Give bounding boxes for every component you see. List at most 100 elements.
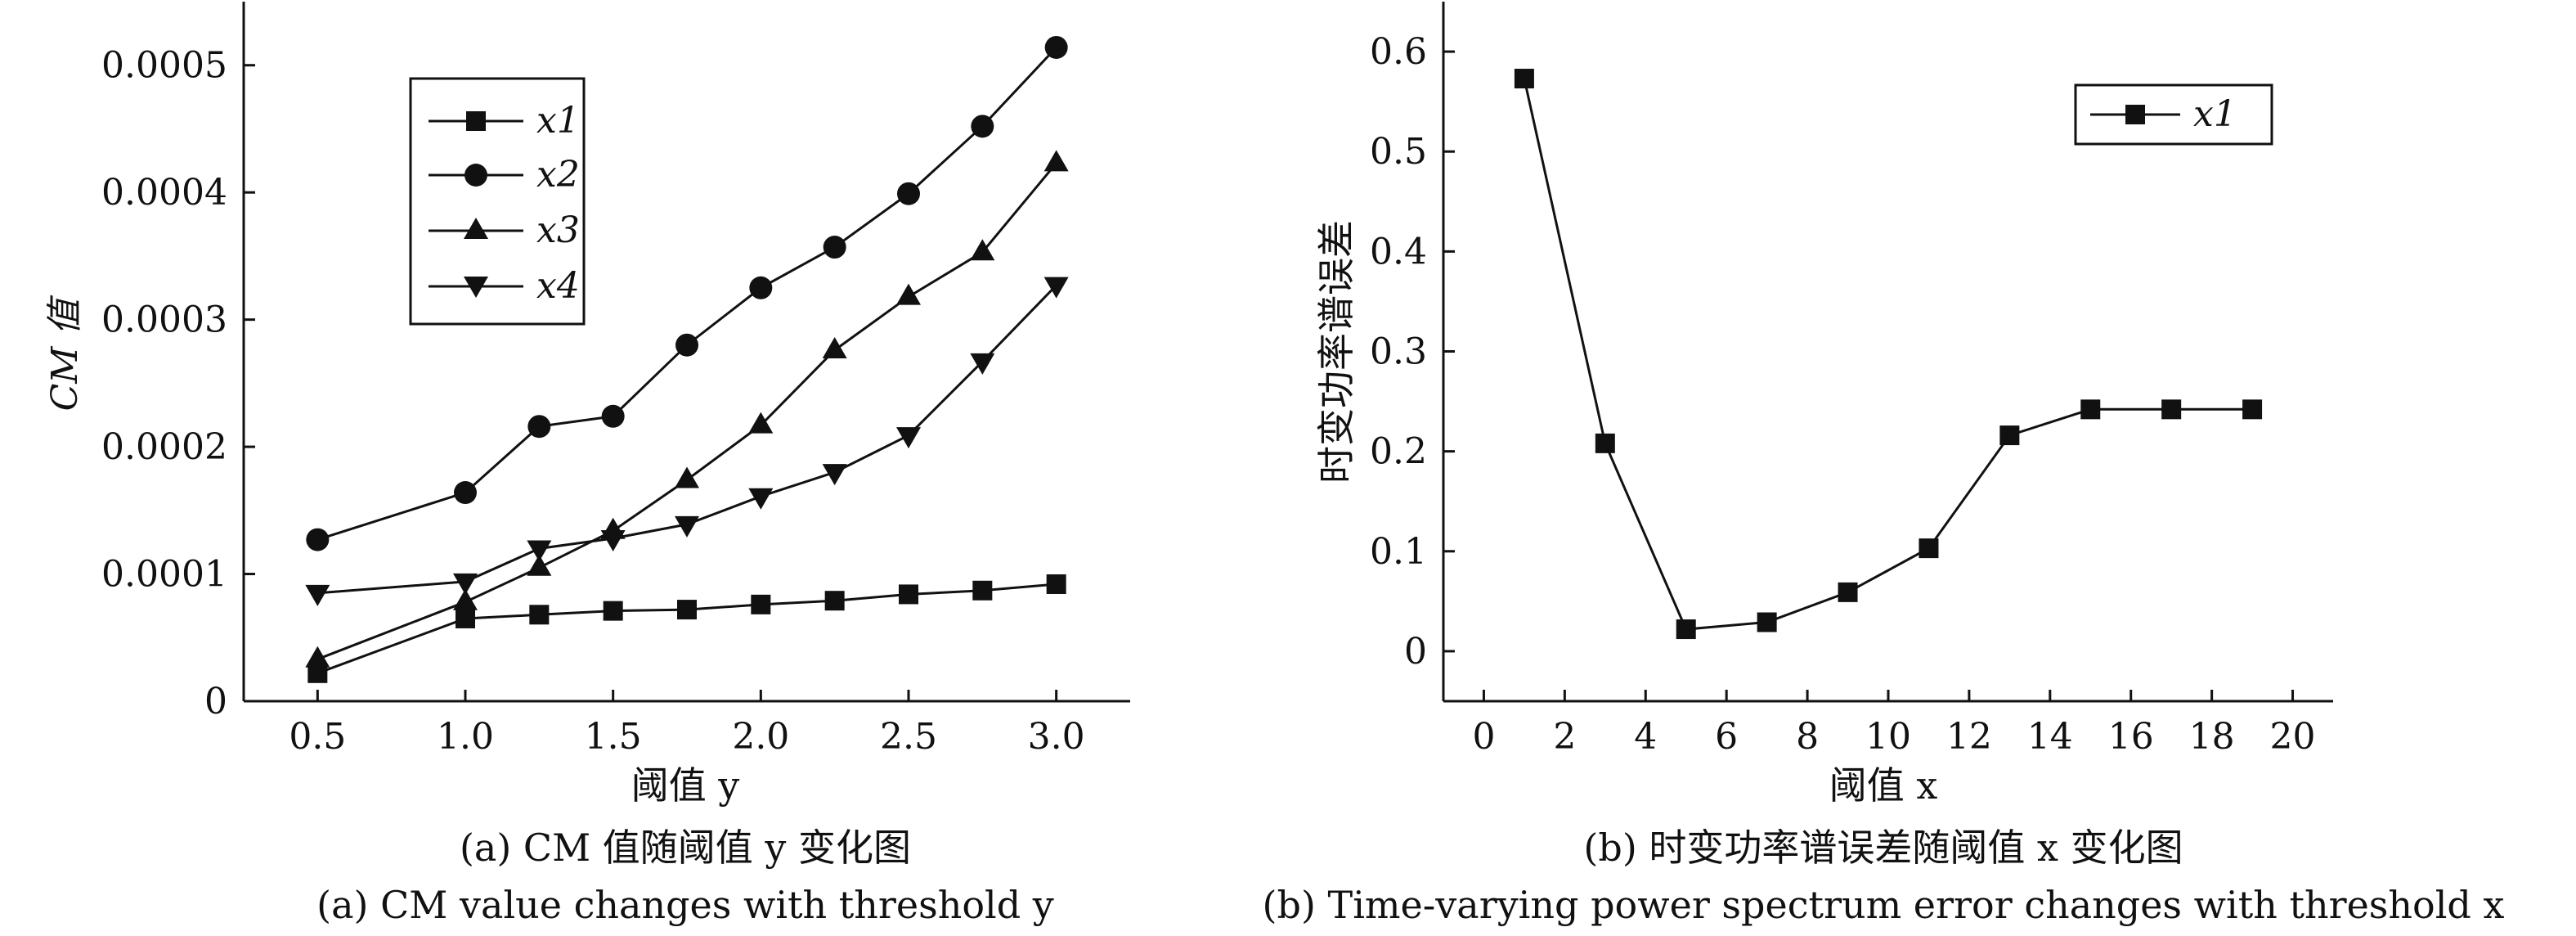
x-tick-label: 18: [2189, 716, 2235, 758]
y-tick-label: 0.3: [1370, 331, 1427, 373]
x-tick-label: 1.5: [585, 716, 642, 758]
legend-label-x2: x2: [536, 154, 580, 196]
chart-b-legend: x1: [2074, 83, 2273, 146]
x-tick-label: 2: [1553, 716, 1576, 758]
data-point-a-x4: [896, 427, 921, 449]
data-point-a-x3: [305, 646, 330, 668]
chart-b-ticks: 0 2 4 6 8 10 12 14 16 18 20 0 0.1 0.2 0.3 0.4 0.5 0.6: [1370, 31, 2316, 758]
x-tick-label: 0: [1472, 716, 1495, 758]
y-tick-label: 0.0005: [101, 45, 227, 87]
data-point-a-x2: [601, 404, 625, 428]
chart-a-markers: [305, 35, 1069, 683]
legend-marker-b-square: [2125, 105, 2145, 124]
x-tick-label: 3.0: [1028, 716, 1085, 758]
y-tick-label: 0.5: [1370, 131, 1427, 173]
data-point-a-x2: [454, 481, 477, 505]
y-tick-label: 0: [204, 681, 227, 722]
y-tick-label: 0.2: [1370, 431, 1427, 473]
x-tick-label: 14: [2027, 716, 2073, 758]
data-point-a-x2: [527, 415, 551, 439]
chart-b: 0 2 4 6 8 10 12 14 16 18 20 0 0.1 0.2 0.3 0.4 0.5 0.6 时变功…: [1263, 2, 2505, 927]
data-point-b-x1: [1999, 425, 2020, 446]
data-point-b-x1: [1757, 612, 1777, 632]
chart-a-legend: x1 x2 x3 x4: [409, 77, 586, 326]
legend-label-x1: x1: [536, 100, 580, 142]
y-tick-label: 0.0004: [101, 172, 227, 214]
data-point-a-x2: [897, 182, 920, 205]
data-point-a-x3: [748, 412, 774, 434]
x-tick-label: 0.5: [289, 716, 346, 758]
x-tick-label: 6: [1715, 716, 1738, 758]
data-point-a-x3: [896, 283, 921, 305]
legend-label-x3: x3: [536, 209, 580, 251]
data-point-a-x1: [751, 594, 771, 614]
x-tick-label: 10: [1865, 716, 1911, 758]
chart-a-caption-en: (a) CM value changes with threshold y: [316, 883, 1054, 927]
data-point-a-x3: [970, 239, 995, 261]
legend-label-x4: x4: [536, 265, 580, 307]
data-point-a-x2: [749, 276, 773, 299]
data-point-b-x1: [2161, 399, 2182, 420]
data-point-a-x3: [453, 588, 478, 610]
data-point-a-x4: [822, 464, 847, 486]
chart-a-axes: [242, 2, 1130, 703]
data-point-a-x1: [972, 580, 993, 601]
y-tick-label: 0: [1404, 631, 1427, 673]
data-point-a-x1: [899, 584, 918, 605]
chart-a-xlabel: 阈值 y: [631, 763, 740, 808]
legend-marker-triangle-up: [464, 218, 488, 239]
data-point-a-x1: [1046, 574, 1066, 594]
chart-b-caption-cn: (b) 时变功率谱误差随阈值 x 变化图: [1583, 826, 2183, 870]
data-point-a-x4: [453, 573, 478, 595]
data-point-b-x1: [1676, 619, 1696, 640]
y-tick-label: 0.0001: [101, 554, 227, 596]
data-point-a-x2: [1044, 35, 1068, 59]
chart-a-series-lines: [316, 46, 1057, 675]
series-line-a-x2: [316, 46, 1057, 542]
chart-a-caption-cn: (a) CM 值随阈值 y 变化图: [460, 826, 911, 870]
data-point-b-x1: [1919, 538, 1939, 559]
legend-label-b-x1: x1: [2193, 93, 2237, 135]
x-tick-label: 2.0: [732, 716, 789, 758]
chart-b-series-lines: [1523, 78, 2253, 631]
x-tick-label: 4: [1634, 716, 1657, 758]
y-tick-label: 0.0003: [101, 299, 227, 341]
data-point-a-x4: [748, 488, 774, 510]
x-tick-label: 16: [2108, 716, 2154, 758]
data-point-a-x4: [970, 353, 995, 375]
data-point-a-x2: [823, 236, 846, 259]
legend-marker-square: [466, 111, 486, 131]
data-point-a-x1: [824, 591, 845, 611]
y-tick-label: 0.6: [1370, 31, 1427, 73]
data-point-a-x4: [1043, 277, 1069, 299]
chart-b-ylabel: 时变功率谱误差: [1314, 220, 1358, 484]
data-point-a-x1: [456, 608, 475, 628]
data-point-a-x3: [675, 466, 699, 488]
x-tick-label: 12: [1946, 716, 1992, 758]
data-point-a-x4: [305, 584, 330, 606]
series-line-a-x1: [316, 583, 1057, 675]
series-line-a-x3: [316, 162, 1057, 661]
y-tick-label: 0.0002: [101, 426, 227, 468]
legend-marker-circle: [464, 164, 487, 187]
chart-a-ylabel: CM 值: [44, 295, 86, 412]
x-tick-label: 2.5: [880, 716, 937, 758]
data-point-a-x2: [675, 333, 698, 357]
chart-a-legend-box: [409, 77, 586, 326]
data-point-b-x1: [1838, 582, 1858, 602]
data-point-a-x2: [306, 528, 330, 551]
chart-b-markers: [1514, 69, 2263, 640]
data-point-b-x1: [1595, 433, 1615, 453]
data-point-a-x2: [971, 115, 994, 138]
data-point-a-x1: [603, 601, 623, 621]
data-point-a-x3: [527, 554, 552, 576]
data-point-a-x3: [822, 336, 847, 358]
chart-b-caption-en: (b) Time-varying power spectrum error ch…: [1263, 883, 2505, 927]
chart-b-xlabel: 阈值 x: [1829, 763, 1938, 808]
chart-a: 0.5 1.0 1.5 2.0 2.5 3.0 0 0.0001 0.0002 0.0003 0.0…: [44, 2, 1130, 927]
data-point-a-x1: [677, 600, 697, 620]
x-tick-label: 1.0: [437, 716, 494, 758]
x-tick-label: 8: [1796, 716, 1819, 758]
data-point-a-x4: [675, 515, 699, 538]
